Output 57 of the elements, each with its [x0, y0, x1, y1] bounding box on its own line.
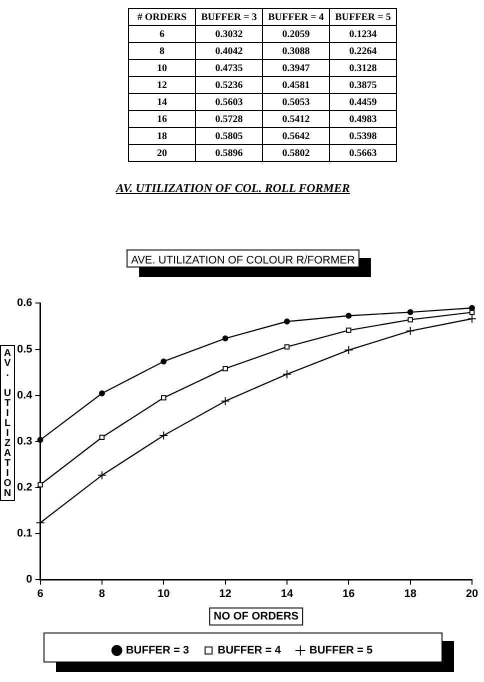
data-label: 0.5053 [262, 94, 330, 110]
text: AV. UTILIZATION OF COL. ROLL FORMER [116, 181, 350, 196]
data-label: 0.2059 [262, 26, 330, 42]
data-label: 0.5663 [330, 144, 396, 162]
y-tick-label: 20 [128, 144, 196, 162]
data-label: 0.5642 [262, 128, 330, 144]
data-label: 0.5603 [196, 94, 262, 110]
y-tick-label: 8 [128, 42, 196, 60]
y-tick-label: 0.3 [16, 435, 32, 448]
data-label: 0.5805 [196, 128, 262, 144]
y-tick-label: 0 [26, 574, 32, 586]
y-tick-label: 0.4 [16, 389, 34, 402]
y-tick-label: 0.5 [16, 343, 32, 356]
data-label: 0.5412 [262, 110, 330, 128]
x-tick-label: 6 [37, 588, 44, 600]
x-tick-label: 8 [98, 588, 106, 600]
data-label: 0.3032 [196, 26, 262, 42]
y-tick-label: 0.6 [16, 297, 32, 310]
chart-title: AVE. UTILIZATION OF COLOUR R/FORMER [131, 254, 355, 267]
data-label: 0.2264 [330, 42, 396, 60]
x-tick-label: 14 [280, 588, 294, 600]
y-tick-label: 0.2 [16, 482, 32, 494]
x-tick-label: 20 [466, 588, 478, 600]
data-label: 0.5802 [262, 144, 330, 162]
data-label: 0.4983 [330, 110, 396, 128]
data-label: 0.4581 [262, 76, 330, 94]
data-label: 0.5728 [196, 110, 262, 128]
data-label: 0.5896 [196, 144, 262, 162]
y-axis-title: # ORDERS [128, 8, 196, 26]
data-label: 0.5236 [196, 76, 262, 94]
x-tick-label: BUFFER = 5 [330, 8, 396, 26]
x-tick-label: 12 [219, 588, 232, 600]
x-tick-label: BUFFER = 4 [262, 8, 330, 26]
x-tick-label: 16 [342, 588, 355, 600]
x-axis-title: NO OF ORDERS [214, 610, 299, 622]
y-axis-title: AV. UTILIZATION [0, 345, 15, 501]
y-tick-label: 16 [128, 110, 196, 128]
y-tick-label: 6 [128, 26, 196, 42]
data-label: 0.5398 [330, 128, 396, 144]
y-tick-label: 0.1 [16, 528, 32, 540]
data-label: 0.3088 [262, 42, 330, 60]
x-tick-label: BUFFER = 3 [196, 8, 262, 26]
data-label: 0.3875 [330, 76, 396, 94]
data-label: 0.3947 [262, 60, 330, 76]
y-tick-label: 14 [128, 94, 196, 110]
data-label: 0.4735 [196, 60, 262, 76]
y-tick-label: 10 [128, 60, 196, 76]
data-label: 0.1234 [330, 26, 396, 42]
data-label: 0.4042 [196, 42, 262, 60]
legend-label: BUFFER = 4 [218, 644, 282, 657]
y-tick-label: 12 [128, 76, 196, 94]
x-tick-label: 18 [404, 588, 416, 600]
legend-label: BUFFER = 5 [309, 644, 373, 657]
data-label: 0.3128 [330, 60, 396, 76]
data-label: 0.4459 [330, 94, 396, 110]
legend-label: BUFFER = 3 [126, 644, 190, 657]
y-tick-label: 18 [128, 128, 196, 144]
